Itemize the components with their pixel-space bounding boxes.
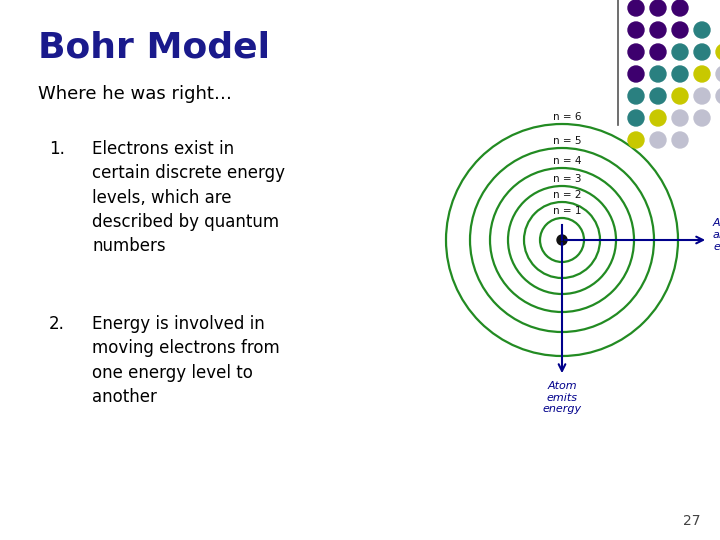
Text: n = 6: n = 6 [553,112,581,122]
Text: Where he was right…: Where he was right… [38,85,232,103]
Circle shape [672,132,688,148]
Circle shape [650,0,666,16]
Text: Energy is involved in
moving electrons from
one energy level to
another: Energy is involved in moving electrons f… [92,315,280,406]
Circle shape [672,44,688,60]
Circle shape [672,66,688,82]
Text: 1.: 1. [49,140,65,158]
Circle shape [557,235,567,245]
Text: n = 2: n = 2 [553,190,581,200]
Text: 27: 27 [683,514,700,528]
Text: n = 4: n = 4 [553,156,581,166]
Circle shape [650,110,666,126]
Text: n = 5: n = 5 [553,136,581,146]
Circle shape [716,88,720,104]
Circle shape [716,44,720,60]
Circle shape [628,66,644,82]
Text: Atom
emits
energy: Atom emits energy [542,381,582,414]
Text: Electrons exist in
certain discrete energy
levels, which are
described by quantu: Electrons exist in certain discrete ener… [92,140,285,255]
Circle shape [694,66,710,82]
Text: 2.: 2. [49,315,65,333]
Text: n = 1: n = 1 [553,206,581,216]
Text: Bohr Model: Bohr Model [38,30,270,64]
Circle shape [628,44,644,60]
Circle shape [694,22,710,38]
Circle shape [628,22,644,38]
Circle shape [672,22,688,38]
Circle shape [628,0,644,16]
Circle shape [650,66,666,82]
Circle shape [716,66,720,82]
Circle shape [672,88,688,104]
Circle shape [650,132,666,148]
Text: Atom
absorbs
energy: Atom absorbs energy [713,218,720,252]
Circle shape [694,110,710,126]
Circle shape [650,22,666,38]
Circle shape [694,44,710,60]
Circle shape [628,132,644,148]
Circle shape [650,88,666,104]
Circle shape [628,88,644,104]
Circle shape [628,110,644,126]
Circle shape [650,44,666,60]
Circle shape [672,0,688,16]
Circle shape [672,110,688,126]
Circle shape [694,88,710,104]
Text: n = 3: n = 3 [553,174,581,184]
